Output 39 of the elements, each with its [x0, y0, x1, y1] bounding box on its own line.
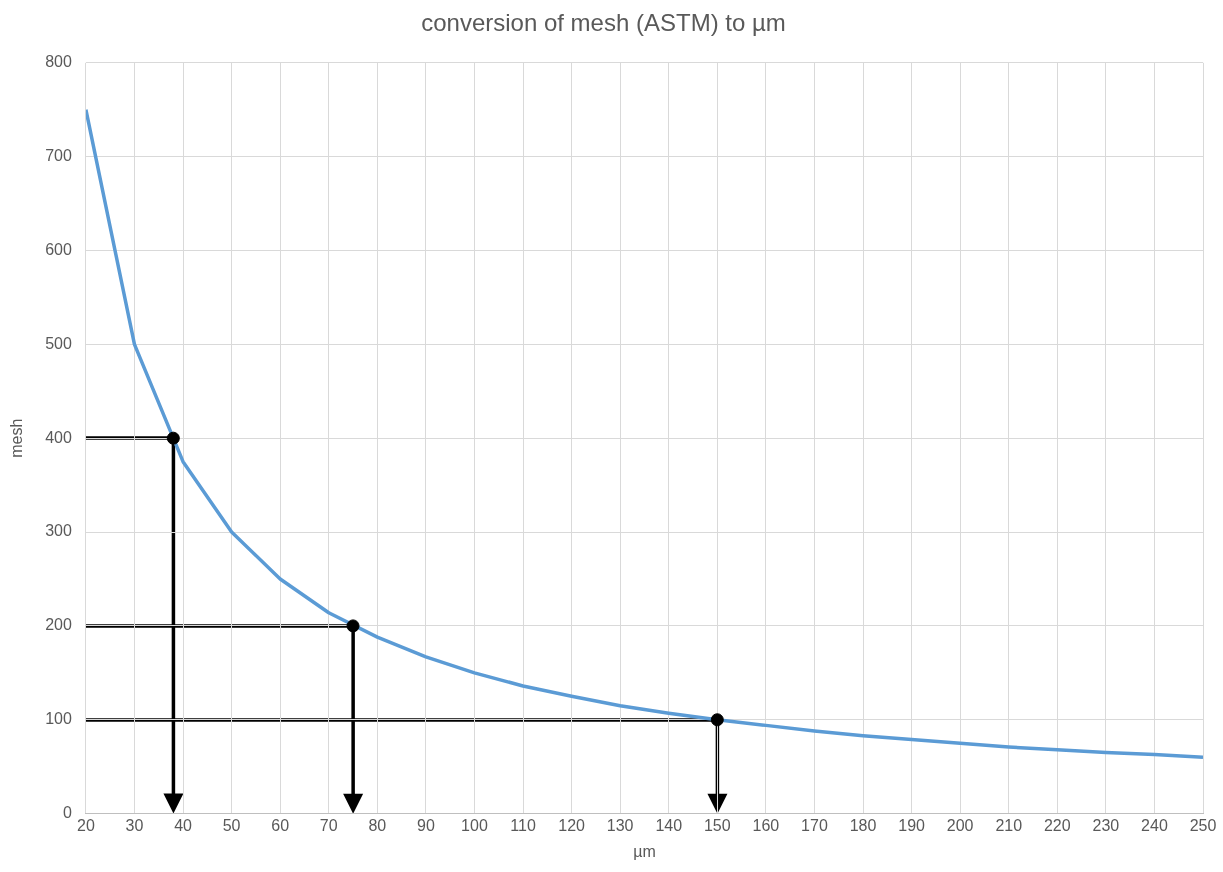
point: [710, 713, 724, 727]
x-axis-title: µm: [633, 842, 656, 860]
x-tick-label: 110: [510, 816, 536, 834]
x-tick-label: 180: [849, 816, 877, 834]
y-axis-title: mesh: [8, 418, 26, 458]
x-tick-label: 100: [461, 816, 488, 834]
chart-title: conversion of mesh (ASTM) to µm: [421, 9, 786, 37]
x-tick-label: 220: [1043, 816, 1071, 834]
x-tick-label: 130: [606, 816, 634, 834]
y-tick-label: 400: [45, 428, 72, 446]
x-tick-label: 90: [416, 816, 435, 834]
y-tick-label: 200: [45, 616, 72, 634]
x-tick-label: 80: [368, 816, 387, 834]
y-tick-label: 500: [45, 334, 72, 352]
x-tick-label: 140: [655, 816, 683, 834]
x-tick-label: 200: [946, 816, 974, 834]
x-tick-label: 240: [1141, 816, 1168, 834]
x-tick-label: 40: [174, 816, 193, 834]
y-tick-label: 700: [45, 147, 72, 165]
x-tick-label: 230: [1092, 816, 1120, 834]
point: [166, 431, 180, 445]
x-tick-label: 120: [558, 816, 586, 834]
x-tick-label: 30: [125, 816, 144, 834]
x-tick-label: 150: [703, 816, 731, 834]
x-tick-label: 210: [995, 816, 1023, 834]
x-tick-label: 70: [319, 816, 338, 834]
y-tick-label: 800: [45, 53, 72, 71]
x-tick-label: 20: [77, 816, 95, 834]
x-tick-label: 50: [222, 816, 241, 834]
point: [346, 619, 360, 633]
x-tick-label: 160: [752, 816, 780, 834]
y-tick-label: 600: [45, 240, 72, 258]
x-tick-label: 250: [1189, 816, 1217, 834]
x-tick-label: 170: [801, 816, 828, 834]
y-tick-label: 0: [62, 804, 72, 822]
y-tick-label: 100: [45, 710, 72, 728]
y-tick-label: 300: [45, 522, 72, 540]
x-tick-label: 60: [271, 816, 290, 834]
x-tick-label: 190: [898, 816, 926, 834]
